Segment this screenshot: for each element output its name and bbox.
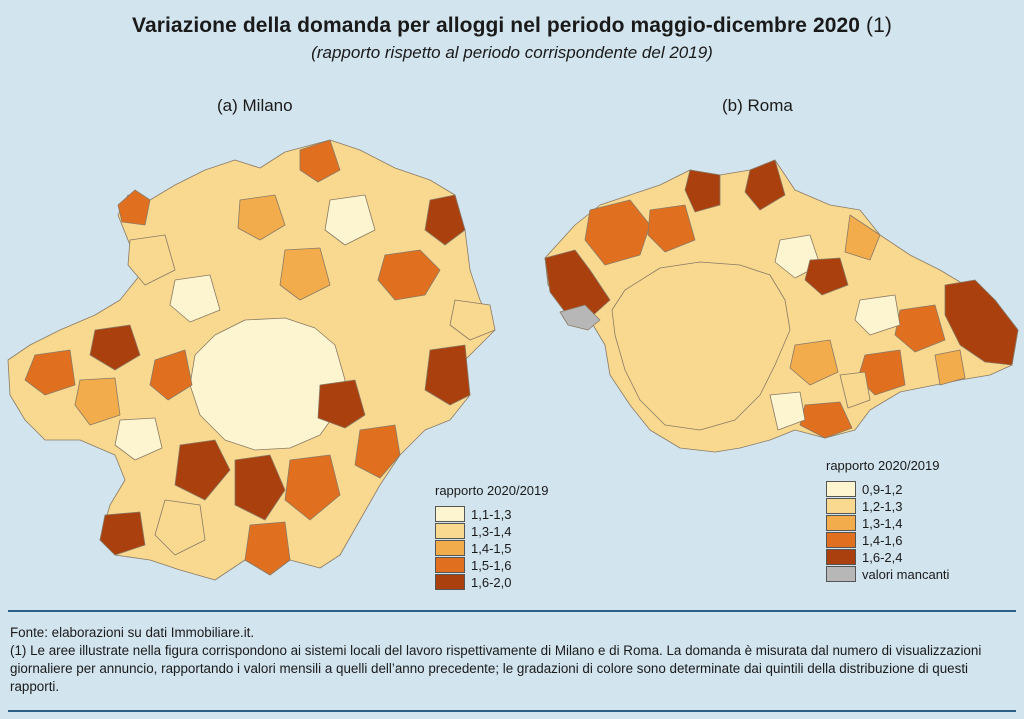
legend-swatch bbox=[435, 557, 465, 573]
roma-area-se-2 bbox=[789, 339, 839, 386]
legend-label: 1,6-2,0 bbox=[471, 575, 512, 590]
footer-bottom-divider bbox=[8, 710, 1016, 712]
milano-area-nw-3 bbox=[169, 274, 221, 323]
legend-label: 0,9-1,2 bbox=[862, 482, 903, 497]
legend-roma-title: rapporto 2020/2019 bbox=[826, 458, 940, 473]
legend-roma: rapporto 2020/2019 0,9-1,2 1,2-1,3 1,3-1… bbox=[826, 458, 949, 583]
map-subtitle: (rapporto rispetto al periodo corrispond… bbox=[311, 43, 713, 62]
milano-area-e-2 bbox=[449, 299, 496, 341]
legend-roma-row: 1,6-2,4 bbox=[826, 549, 949, 566]
milano-area-s-4 bbox=[154, 499, 206, 556]
legend-roma-row: 1,2-1,3 bbox=[826, 498, 949, 515]
milano-area-nw-1 bbox=[127, 234, 176, 286]
milano-area-se-1 bbox=[317, 379, 366, 429]
roma-area-e-4 bbox=[934, 349, 966, 386]
legend-swatch bbox=[826, 566, 856, 582]
legend-swatch bbox=[826, 515, 856, 531]
milano-area-e-1 bbox=[424, 344, 471, 406]
milano-area-w-3 bbox=[74, 377, 121, 426]
legend-milano-row: 1,3-1,4 bbox=[435, 523, 548, 540]
legend-label: 1,5-1,6 bbox=[471, 558, 512, 573]
milano-map bbox=[7, 139, 496, 581]
milano-area-s-1 bbox=[174, 439, 231, 501]
footer-source: Fonte: elaborazioni su dati Immobiliare.… bbox=[10, 625, 255, 640]
legend-roma-row: valori mancanti bbox=[826, 566, 949, 583]
legend-milano-row: 1,1-1,3 bbox=[435, 506, 548, 523]
legend-swatch bbox=[435, 540, 465, 556]
roma-area-w-1 bbox=[544, 249, 611, 319]
footer-note: (1) Le aree illustrate nella figura corr… bbox=[10, 643, 982, 694]
legend-milano-row: 1,5-1,6 bbox=[435, 557, 548, 574]
milano-area-s-3 bbox=[284, 454, 341, 521]
legend-roma-row: 1,4-1,6 bbox=[826, 532, 949, 549]
footer-divider bbox=[8, 610, 1016, 612]
legend-roma-row: 1,3-1,4 bbox=[826, 515, 949, 532]
legend-swatch bbox=[826, 532, 856, 548]
legend-label: 1,6-2,4 bbox=[862, 550, 903, 565]
milano-area-w-2 bbox=[24, 349, 76, 396]
legend-milano: rapporto 2020/2019 1,1-1,3 1,3-1,4 1,4-1… bbox=[435, 483, 548, 591]
legend-swatch bbox=[826, 481, 856, 497]
milano-area-n-1 bbox=[299, 139, 341, 183]
legend-milano-row: 1,4-1,5 bbox=[435, 540, 548, 557]
milano-area-w-4 bbox=[149, 349, 193, 401]
milano-area-nw-2 bbox=[117, 189, 151, 226]
roma-area-ne-2 bbox=[844, 214, 881, 261]
legend-milano-title: rapporto 2020/2019 bbox=[435, 483, 549, 498]
panel-label-milano: (a) Milano bbox=[217, 96, 293, 115]
roma-area-n-1 bbox=[684, 169, 721, 213]
roma-area-n-2 bbox=[744, 159, 786, 211]
legend-milano-row: 1,6-2,0 bbox=[435, 574, 548, 591]
milano-area-center bbox=[189, 317, 346, 451]
milano-area-s-6 bbox=[244, 521, 291, 576]
milano-area-w-5 bbox=[114, 417, 163, 461]
roma-area-missing bbox=[559, 304, 601, 331]
milano-area-s-2 bbox=[234, 454, 286, 521]
legend-swatch bbox=[826, 549, 856, 565]
roma-area-ne-1 bbox=[804, 257, 849, 296]
milano-area-n-4 bbox=[279, 247, 331, 301]
milano-area-s-5 bbox=[99, 511, 146, 556]
milano-area-n-3 bbox=[324, 194, 376, 246]
milano-area-se-2 bbox=[354, 424, 401, 479]
roma-area-s-3 bbox=[769, 391, 806, 431]
roma-area-s-2 bbox=[839, 371, 871, 409]
roma-area-e-1 bbox=[944, 279, 1019, 366]
map-title-note: (1) bbox=[866, 14, 892, 37]
legend-swatch bbox=[435, 523, 465, 539]
map-title-text: Variazione della domanda per alloggi nel… bbox=[132, 14, 861, 37]
legend-label: 1,2-1,3 bbox=[862, 499, 903, 514]
roma-area-e-3 bbox=[854, 294, 901, 336]
milano-area-n-2 bbox=[237, 194, 286, 241]
roma-area-e-2 bbox=[894, 304, 946, 353]
legend-label: valori mancanti bbox=[862, 567, 950, 582]
roma-area-n-3 bbox=[647, 204, 696, 253]
legend-swatch bbox=[435, 574, 465, 590]
footer-notes: Fonte: elaborazioni su dati Immobiliare.… bbox=[10, 624, 1015, 696]
roma-map bbox=[544, 159, 1019, 453]
milano-area-ne-2 bbox=[377, 249, 441, 301]
milano-area-w-1 bbox=[89, 324, 141, 371]
milano-area-ne-1 bbox=[424, 194, 466, 246]
legend-label: 1,4-1,6 bbox=[862, 533, 903, 548]
roma-area-center bbox=[611, 261, 791, 431]
legend-label: 1,4-1,5 bbox=[471, 541, 512, 556]
legend-label: 1,3-1,4 bbox=[471, 524, 512, 539]
roma-area-nw-1 bbox=[584, 199, 651, 266]
legend-label: 1,1-1,3 bbox=[471, 507, 512, 522]
legend-swatch bbox=[826, 498, 856, 514]
panel-label-roma: (b) Roma bbox=[722, 96, 793, 115]
legend-roma-row: 0,9-1,2 bbox=[826, 481, 949, 498]
legend-label: 1,3-1,4 bbox=[862, 516, 903, 531]
map-title: Variazione della domanda per alloggi nel… bbox=[0, 14, 1024, 38]
legend-swatch bbox=[435, 506, 465, 522]
